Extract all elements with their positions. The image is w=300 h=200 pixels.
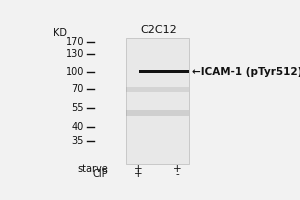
Bar xyxy=(126,87,189,92)
Text: 170: 170 xyxy=(65,37,84,47)
Text: +: + xyxy=(134,164,143,174)
Text: +: + xyxy=(173,164,181,174)
Text: 55: 55 xyxy=(71,103,84,113)
Text: 35: 35 xyxy=(72,136,84,146)
Text: starve: starve xyxy=(78,164,108,174)
Text: 40: 40 xyxy=(72,122,84,132)
Text: ←ICAM-1 (pTyr512): ←ICAM-1 (pTyr512) xyxy=(192,67,300,77)
Text: +: + xyxy=(134,169,143,179)
Text: 70: 70 xyxy=(72,84,84,94)
Text: KD: KD xyxy=(52,28,67,38)
Text: C2C12: C2C12 xyxy=(140,25,177,35)
Text: CIP: CIP xyxy=(93,169,108,179)
Text: 130: 130 xyxy=(66,49,84,59)
Text: -: - xyxy=(175,169,179,179)
Bar xyxy=(126,38,189,164)
Text: 100: 100 xyxy=(66,67,84,77)
Bar xyxy=(126,110,189,116)
Bar xyxy=(139,70,189,73)
